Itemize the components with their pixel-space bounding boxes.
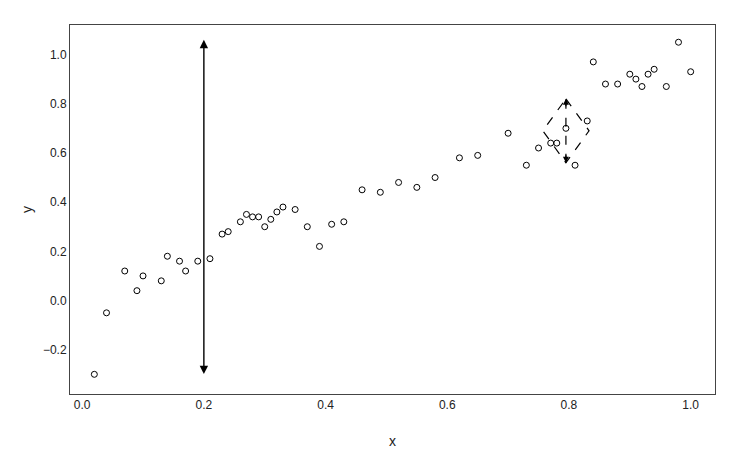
- svg-text:1.0: 1.0: [50, 48, 67, 62]
- svg-text:0.6: 0.6: [50, 146, 67, 160]
- svg-text:0.8: 0.8: [50, 97, 67, 111]
- svg-text:−0.2: −0.2: [43, 343, 67, 357]
- svg-text:1.0: 1.0: [682, 398, 699, 412]
- svg-text:0.4: 0.4: [50, 195, 67, 209]
- svg-text:0.2: 0.2: [50, 245, 67, 259]
- svg-text:0.8: 0.8: [561, 398, 578, 412]
- svg-text:0.6: 0.6: [439, 398, 456, 412]
- svg-text:0.4: 0.4: [317, 398, 334, 412]
- svg-text:0.0: 0.0: [74, 398, 91, 412]
- svg-text:x: x: [389, 433, 396, 449]
- svg-text:0.2: 0.2: [196, 398, 213, 412]
- svg-text:y: y: [19, 206, 35, 213]
- svg-text:0.0: 0.0: [50, 294, 67, 308]
